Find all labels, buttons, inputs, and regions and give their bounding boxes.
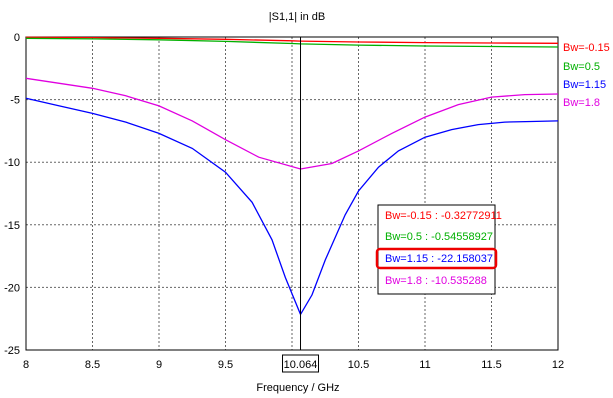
x-tick-label: 10.5 <box>348 359 369 371</box>
marker-x-label[interactable]: 10.064 <box>282 354 320 373</box>
legend: Bw=-0.15 Bw=0.5 Bw=1.15 Bw=1.8 <box>563 42 610 109</box>
x-tick-label: 11 <box>419 359 430 371</box>
marker-readout: Bw=-0.15 : -0.32772911 <box>385 210 502 222</box>
series-line <box>25 37 559 48</box>
legend-entry: Bw=-0.15 <box>563 42 610 54</box>
readout-highlight <box>375 247 498 270</box>
legend-entry: Bw=1.15 <box>563 79 606 91</box>
legend-entry: Bw=0.5 <box>563 61 600 73</box>
x-tick-label: 11.5 <box>481 359 502 371</box>
marker-readout-box: Bw=-0.15 : -0.32772911 Bw=0.5 : -0.545589… <box>375 204 502 295</box>
plot-area-border <box>25 36 559 351</box>
x-tick-label: 12 <box>552 359 564 371</box>
y-tick-label: 0 <box>14 32 20 44</box>
x-axis-label: Frequency / GHz <box>256 382 339 394</box>
marker-x-value: 10.064 <box>284 359 318 371</box>
x-axis-ticks: 8 8.5 9 9.5 10.5 11 11.5 12 <box>23 359 564 371</box>
y-tick-label: -10 <box>4 157 20 169</box>
series-line <box>25 97 559 316</box>
chart-title: |S1,1| in dB <box>269 11 325 23</box>
marker-readout: Bw=0.5 : -0.54558927 <box>385 231 493 243</box>
x-tick-label: 9 <box>156 359 162 371</box>
legend-entry: Bw=1.8 <box>563 97 600 109</box>
y-tick-label: -25 <box>4 345 20 357</box>
grid <box>26 37 558 350</box>
marker-readout: Bw=1.15 : -22.158037 <box>385 253 493 265</box>
y-tick-label: -5 <box>10 95 20 107</box>
series-layer <box>25 36 559 316</box>
y-tick-label: -15 <box>4 220 20 232</box>
series-line <box>25 36 559 44</box>
y-tick-label: -20 <box>4 282 20 294</box>
y-axis-ticks: 0 -5 -10 -15 -20 -25 <box>4 32 20 357</box>
marker-readout: Bw=1.8 : -10.535288 <box>385 275 487 287</box>
x-tick-label: 8.5 <box>85 359 100 371</box>
x-tick-label: 8 <box>23 359 29 371</box>
x-tick-label: 9.5 <box>218 359 233 371</box>
